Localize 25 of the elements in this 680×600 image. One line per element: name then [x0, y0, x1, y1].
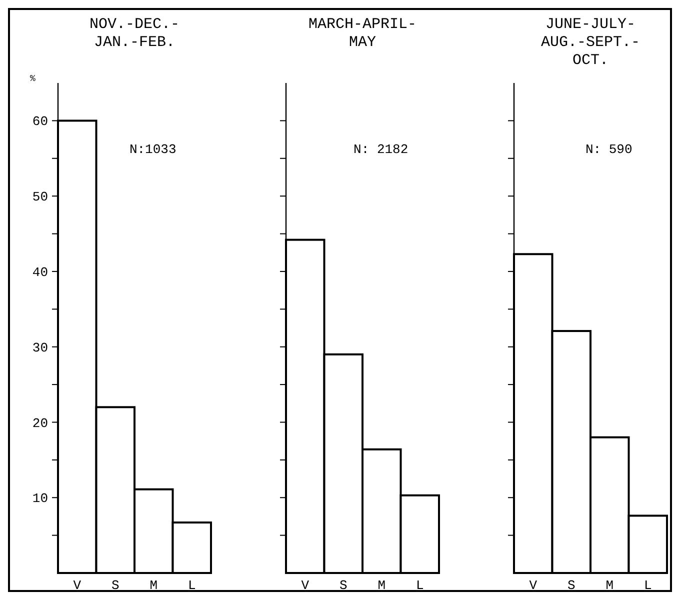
x-tick-label: S	[339, 578, 348, 593]
chart-title: NOV.-DEC.- JAN.-FEB.	[89, 16, 180, 51]
chart-title: MARCH-APRIL- MAY	[308, 16, 417, 51]
x-tick-label: M	[378, 578, 386, 593]
annotation: N: 2182	[354, 142, 408, 157]
y-tick-label: 50	[32, 190, 48, 205]
x-tick-label: L	[416, 578, 424, 593]
x-tick-label: L	[644, 578, 652, 593]
y-tick-label: 40	[32, 265, 48, 280]
x-tick-label: M	[606, 578, 614, 593]
x-tick-label: S	[111, 578, 120, 593]
y-tick-label: 10	[32, 491, 48, 506]
chart-title: JUNE-JULY- AUG.-SEPT.- OCT.	[540, 16, 640, 69]
y-axis-title: %	[30, 74, 36, 84]
x-tick-label: V	[529, 578, 538, 593]
y-tick-label: 30	[32, 340, 48, 356]
x-tick-label: L	[188, 578, 196, 593]
annotation: N:1033	[129, 142, 176, 157]
x-tick-label: S	[567, 578, 576, 593]
x-tick-label: M	[150, 578, 158, 593]
y-tick-label: 60	[32, 114, 48, 130]
annotation: N: 590	[585, 142, 632, 157]
y-tick-label: 20	[32, 416, 48, 431]
x-tick-label: V	[301, 578, 310, 593]
x-tick-label: V	[73, 578, 82, 593]
